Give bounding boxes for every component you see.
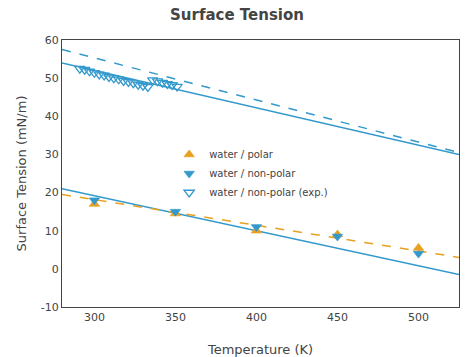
svg-text:450: 450 [327,311,348,324]
svg-text:60: 60 [45,34,59,47]
svg-text:0: 0 [52,263,59,276]
svg-text:water / polar: water / polar [209,149,274,160]
svg-text:300: 300 [84,311,105,324]
svg-text:-10: -10 [41,301,59,314]
svg-text:20: 20 [45,186,59,199]
svg-text:water / non-polar: water / non-polar [209,168,296,179]
svg-text:40: 40 [45,110,59,123]
svg-text:50: 50 [45,72,59,85]
svg-text:500: 500 [408,311,429,324]
svg-text:Temperature (K): Temperature (K) [207,342,313,357]
svg-text:10: 10 [45,225,59,238]
svg-text:30: 30 [45,148,59,161]
svg-text:350: 350 [165,311,186,324]
svg-text:water / non-polar (exp.): water / non-polar (exp.) [209,187,328,198]
svg-text:Surface Tension: Surface Tension [170,6,304,24]
svg-text:400: 400 [246,311,267,324]
svg-text:Surface Tension (mN/m): Surface Tension (mN/m) [14,96,29,252]
